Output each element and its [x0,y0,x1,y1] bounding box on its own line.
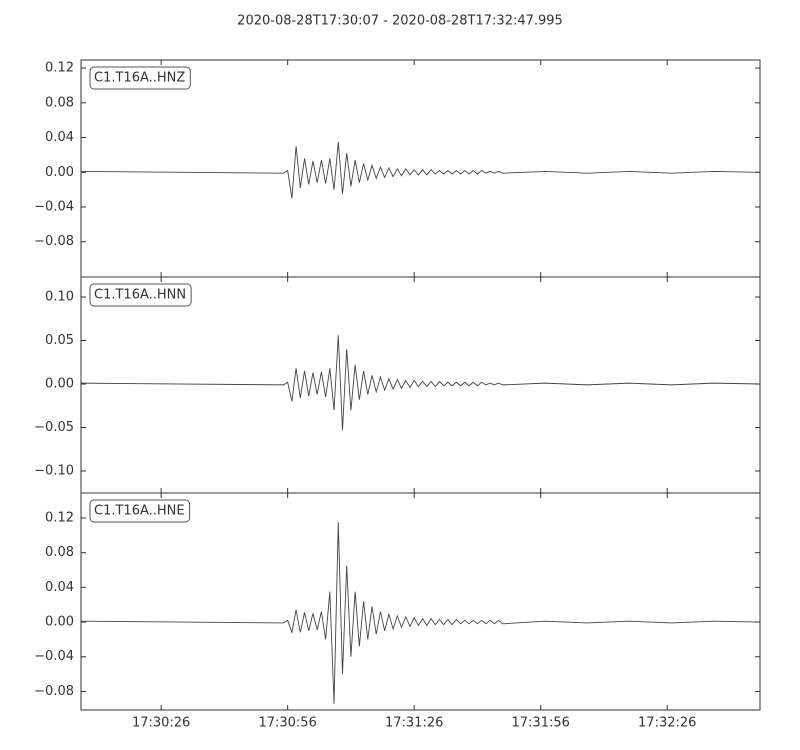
trace [81,522,760,704]
panel [81,522,760,704]
y-tick-label: 0.04 [45,130,74,145]
y-tick-label: 0.04 [45,580,74,595]
trace-label: C1.T16A..HNN [94,288,186,303]
y-tick-label: −0.08 [34,234,74,249]
axes-frame [80,276,761,494]
panel [81,335,760,431]
trace-label-box [89,283,192,307]
x-tick-label: 17:30:26 [132,716,190,731]
x-tick-label: 17:31:26 [385,716,443,731]
x-tick-label: 17:31:56 [512,716,570,731]
panel [81,141,760,199]
y-tick-label: 0.08 [45,95,74,110]
y-tick-label: 0.05 [45,333,74,348]
trace [81,335,760,431]
trace-label: C1.T16A..HNZ [94,71,185,86]
trace [81,141,760,199]
y-tick-label: −0.05 [34,420,74,435]
trace-label-box [89,66,191,90]
y-tick-label: 0.12 [45,510,74,525]
y-tick-label: 0.12 [45,61,74,76]
axes-frame [80,492,761,711]
x-tick-label: 17:32:26 [638,716,696,731]
y-tick-label: −0.04 [34,649,74,664]
trace-label: C1.T16A..HNE [94,504,185,519]
figure-title: 2020-08-28T17:30:07 - 2020-08-28T17:32:4… [237,14,563,29]
y-tick-label: −0.08 [34,684,74,699]
y-tick-label: 0.08 [45,545,74,560]
y-tick-label: −0.04 [34,200,74,215]
y-tick-label: 0.00 [45,376,74,391]
y-tick-label: 0.00 [45,615,74,630]
x-tick-label: 17:30:56 [258,716,316,731]
y-tick-label: 0.00 [45,165,74,180]
trace-label-box [89,499,191,523]
y-tick-label: −0.10 [34,463,74,478]
y-tick-label: 0.10 [45,290,74,305]
axes-frame [80,59,761,278]
